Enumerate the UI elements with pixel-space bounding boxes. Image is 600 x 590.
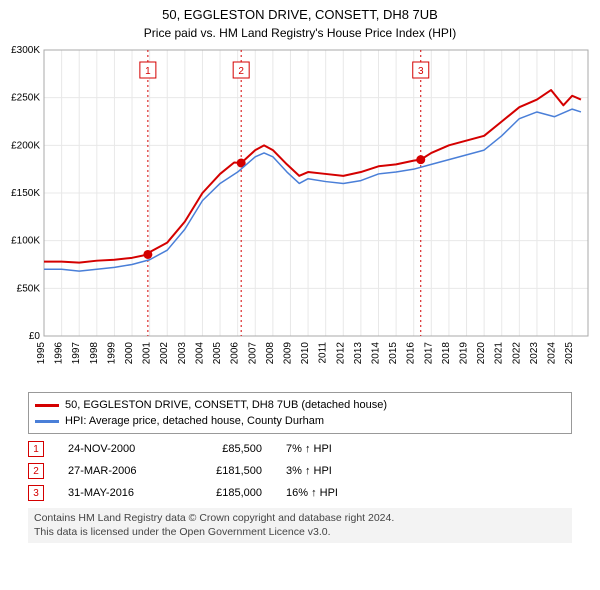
x-tick-label: 2007 [247, 342, 258, 365]
marker-date: 24-NOV-2000 [68, 443, 168, 455]
marker-label: 1 [145, 66, 151, 77]
marker-number-box: 2 [28, 463, 44, 479]
x-tick-label: 2025 [564, 342, 575, 365]
marker-label: 2 [238, 66, 244, 77]
x-tick-label: 2004 [194, 342, 205, 365]
legend-label: HPI: Average price, detached house, Coun… [65, 415, 324, 427]
x-tick-label: 2001 [142, 342, 153, 365]
marker-price: £181,500 [192, 465, 262, 477]
x-tick-label: 2013 [353, 342, 364, 365]
x-tick-label: 2024 [547, 342, 558, 365]
x-tick-label: 2006 [230, 342, 241, 365]
footer-line: Contains HM Land Registry data © Crown c… [34, 512, 566, 526]
x-tick-label: 2016 [406, 342, 417, 365]
x-tick-label: 2008 [265, 342, 276, 365]
marker-gain: 3% ↑ HPI [286, 465, 386, 477]
x-tick-label: 1999 [106, 342, 117, 365]
x-tick-label: 1995 [36, 342, 47, 365]
x-tick-label: 2021 [494, 342, 505, 365]
y-tick-label: £250K [11, 93, 40, 104]
x-tick-label: 2011 [318, 342, 329, 364]
legend-label: 50, EGGLESTON DRIVE, CONSETT, DH8 7UB (d… [65, 399, 387, 411]
marker-number-box: 3 [28, 485, 44, 501]
marker-row: 1 24-NOV-2000 £85,500 7% ↑ HPI [28, 438, 572, 460]
legend-item: HPI: Average price, detached house, Coun… [35, 413, 565, 429]
marker-gain: 16% ↑ HPI [286, 487, 386, 499]
x-tick-label: 2012 [335, 342, 346, 365]
marker-number-box: 1 [28, 441, 44, 457]
x-tick-label: 1998 [89, 342, 100, 365]
legend: 50, EGGLESTON DRIVE, CONSETT, DH8 7UB (d… [28, 392, 572, 434]
x-tick-label: 2002 [159, 342, 170, 365]
y-tick-label: £0 [29, 331, 41, 342]
footer-line: This data is licensed under the Open Gov… [34, 526, 566, 540]
chart-subtitle: Price paid vs. HM Land Registry's House … [0, 26, 600, 46]
x-tick-label: 2014 [370, 342, 381, 365]
marker-row: 3 31-MAY-2016 £185,000 16% ↑ HPI [28, 482, 572, 504]
y-tick-label: £50K [17, 284, 41, 295]
price-chart: £0 £50K £100K £150K £200K £250K £300K 1995 1996 1… [0, 46, 600, 386]
x-tick-label: 2020 [476, 342, 487, 365]
x-tick-label: 1996 [54, 342, 65, 365]
chart-title: 50, EGGLESTON DRIVE, CONSETT, DH8 7UB [0, 0, 600, 26]
marker-table: 1 24-NOV-2000 £85,500 7% ↑ HPI 2 27-MAR-… [28, 438, 572, 504]
x-tick-label: 2009 [282, 342, 293, 365]
y-tick-label: £150K [11, 188, 40, 199]
legend-swatch [35, 404, 59, 407]
x-tick-label: 2018 [441, 342, 452, 365]
y-tick-label: £200K [11, 141, 40, 152]
marker-date: 31-MAY-2016 [68, 487, 168, 499]
y-tick-label: £300K [11, 46, 40, 56]
marker-price: £85,500 [192, 443, 262, 455]
y-tick-label: £100K [11, 236, 40, 247]
x-tick-label: 2010 [300, 342, 311, 365]
marker-gain: 7% ↑ HPI [286, 443, 386, 455]
x-tick-label: 2015 [388, 342, 399, 365]
marker-date: 27-MAR-2006 [68, 465, 168, 477]
marker-row: 2 27-MAR-2006 £181,500 3% ↑ HPI [28, 460, 572, 482]
x-tick-label: 2005 [212, 342, 223, 365]
x-tick-label: 2003 [177, 342, 188, 365]
footer: Contains HM Land Registry data © Crown c… [28, 508, 572, 543]
marker-label: 3 [418, 66, 424, 77]
x-tick-label: 1997 [71, 342, 82, 365]
x-tick-label: 2019 [459, 342, 470, 365]
x-tick-label: 2023 [529, 342, 540, 365]
x-tick-label: 2000 [124, 342, 135, 365]
legend-item: 50, EGGLESTON DRIVE, CONSETT, DH8 7UB (d… [35, 397, 565, 413]
marker-price: £185,000 [192, 487, 262, 499]
x-tick-label: 2017 [423, 342, 434, 365]
x-tick-label: 2022 [511, 342, 522, 365]
legend-swatch [35, 420, 59, 423]
